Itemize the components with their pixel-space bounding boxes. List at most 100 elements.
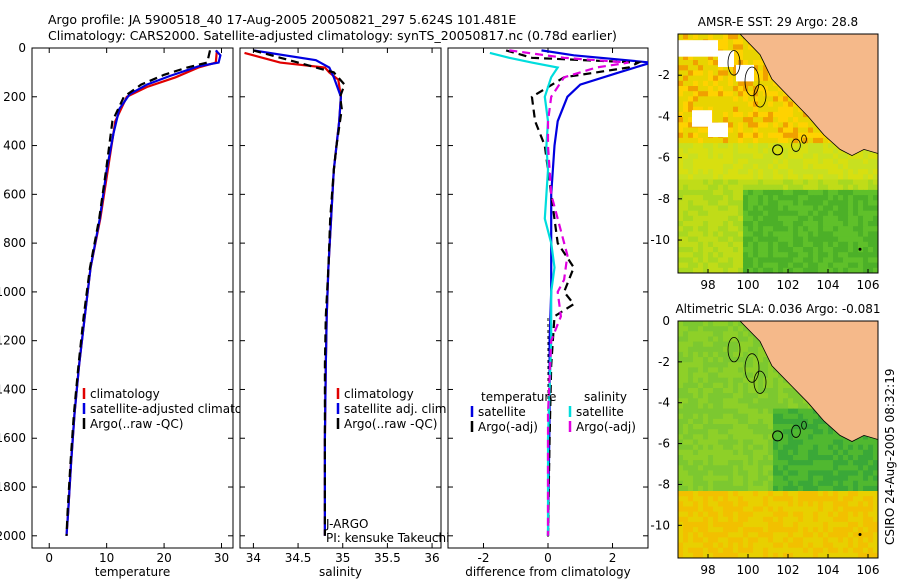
map-cell: [783, 127, 789, 134]
map-cell: [813, 547, 819, 554]
map-cell: [818, 429, 824, 435]
island-outline: [791, 424, 801, 438]
map-cell: [718, 226, 724, 232]
map-cell: [843, 241, 849, 248]
map-cell: [723, 106, 729, 113]
map-cell: [818, 496, 824, 502]
map-cell: [683, 341, 689, 348]
map-cell: [798, 501, 804, 508]
map-cell: [808, 434, 814, 441]
map-cell: [808, 257, 814, 264]
map-cell: [683, 547, 689, 554]
map-cell: [708, 231, 714, 238]
map-cell: [758, 106, 764, 113]
map-cell: [763, 393, 769, 399]
map-cell: [743, 475, 749, 482]
map-cell: [683, 34, 689, 40]
map-cell: [748, 169, 754, 175]
map-cell: [808, 184, 814, 191]
map-cell: [698, 418, 704, 425]
map-cell: [738, 516, 744, 523]
map-cell: [803, 511, 809, 518]
map-cell: [738, 117, 744, 123]
map-cell: [688, 537, 694, 544]
map-cell: [768, 267, 774, 273]
map-cell: [793, 496, 799, 502]
map-cell: [848, 169, 854, 175]
map-cell: [773, 496, 779, 502]
map-cell: [738, 86, 744, 92]
map-cell: [778, 195, 784, 201]
y-tick-label: 0: [662, 314, 670, 328]
map-cell: [768, 241, 774, 248]
map-cell: [813, 158, 819, 165]
map-cell: [833, 455, 839, 461]
map-cell: [748, 189, 754, 196]
legend-header: temperature: [481, 390, 556, 404]
map-cell: [808, 501, 814, 508]
map-cell: [683, 80, 689, 87]
map-cell: [688, 465, 694, 472]
map-cell: [678, 117, 684, 123]
map-cell: [708, 532, 714, 538]
map-cell: [858, 511, 864, 518]
map-cell: [788, 393, 794, 399]
map-cell: [703, 491, 709, 497]
map-cell: [678, 547, 684, 554]
map-cell: [723, 357, 729, 363]
map-cell: [708, 372, 714, 379]
map-cell: [873, 552, 878, 558]
map-cell: [793, 491, 799, 497]
map-cell: [728, 485, 734, 492]
map-cell: [818, 257, 824, 264]
map-cell: [828, 542, 834, 549]
map-cell: [693, 434, 699, 441]
map-cell: [703, 91, 709, 97]
map-cell: [843, 179, 849, 186]
map-cell: [698, 501, 704, 508]
map-cell: [753, 382, 759, 389]
map-cell: [733, 496, 739, 502]
map-cell: [763, 470, 769, 477]
map-cell: [803, 521, 809, 528]
map-cell: [788, 418, 794, 425]
map-cell: [773, 475, 779, 482]
map-cell: [678, 552, 684, 558]
map-cell: [873, 169, 878, 175]
map-cell: [738, 336, 744, 343]
map-cell: [723, 393, 729, 399]
map-cell: [838, 542, 844, 549]
map-cell: [833, 257, 839, 264]
map-cell: [818, 163, 824, 170]
map-cell: [803, 231, 809, 238]
map-cell: [683, 247, 689, 253]
map-cell: [868, 527, 874, 533]
map-cell: [803, 542, 809, 549]
y-tick-label: 1800: [0, 480, 26, 494]
map-cell: [828, 231, 834, 238]
map-cell: [683, 516, 689, 523]
map-cell: [698, 96, 704, 103]
map-cell: [778, 241, 784, 248]
map-cell: [678, 398, 684, 405]
map-cell: [783, 143, 789, 149]
map-cell: [698, 101, 704, 108]
map-cell: [808, 267, 814, 273]
map-cell: [688, 226, 694, 232]
map-cell: [853, 460, 859, 466]
map-cell: [753, 357, 759, 363]
map-cell: [733, 184, 739, 191]
map-cell: [808, 470, 814, 477]
map-cell: [688, 382, 694, 389]
map-cell: [743, 521, 749, 528]
x-tick-label: 35: [335, 551, 350, 565]
map-cell: [773, 418, 779, 425]
map-cell: [768, 496, 774, 502]
map-cell: [763, 501, 769, 508]
map-cell: [743, 336, 749, 343]
map-cell: [853, 537, 859, 544]
map-cell: [743, 496, 749, 502]
map-cell: [793, 552, 799, 558]
map-cell: [858, 527, 864, 533]
